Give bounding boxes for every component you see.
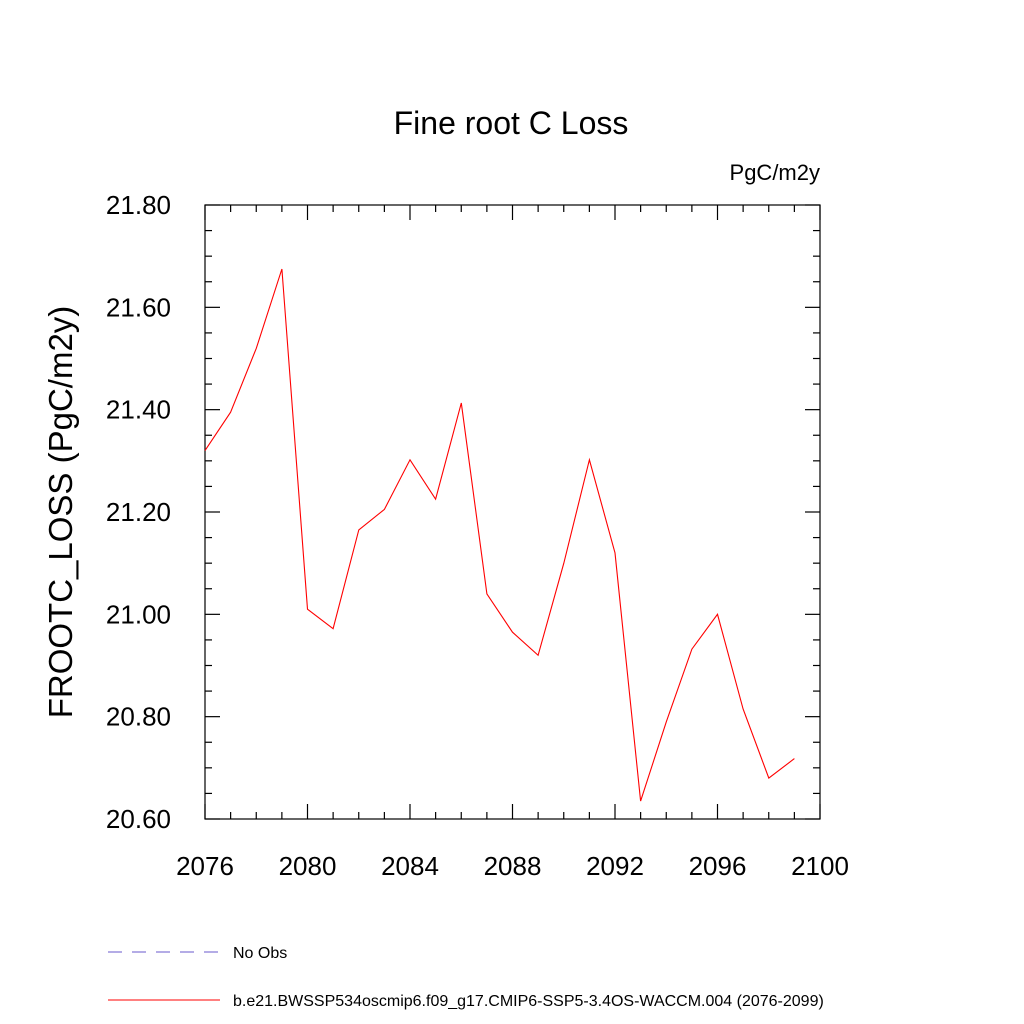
y-tick-label: 21.60 [106,292,171,322]
legend: No Obs b.e21.BWSSP534oscmip6.f09_g17.CMIP… [108,945,824,1010]
x-tick-label: 2084 [381,851,439,881]
y-tick-label: 21.20 [106,497,171,527]
y-tick-label: 21.40 [106,395,171,425]
y-tick-label: 21.00 [106,599,171,629]
chart-title: Fine root C Loss [394,105,629,141]
unit-label: PgC/m2y [730,160,820,185]
major-ticks [204,204,821,820]
plot-area: 2076 2080 2084 2088 2092 2096 2100 20.6020.802… [106,190,849,881]
x-tick-label: 2092 [586,851,644,881]
plot-frame [204,204,821,820]
x-tick-label: 2088 [484,851,542,881]
x-tick-label: 2080 [279,851,337,881]
y-tick-label: 21.80 [106,190,171,220]
legend-label: No Obs [233,945,287,962]
minor-ticks [205,205,820,819]
x-tick-label: 2096 [689,851,747,881]
y-axis-label: FROOTC_LOSS (PgC/m2y) [42,306,79,719]
x-tick-label: 2100 [791,851,849,881]
series-lines [204,268,795,802]
y-tick-labels: 20.60 20.80 21.00 21.20 21.40 21.60 21.80 [106,190,171,834]
y-tick-label: 20.60 [106,804,171,834]
legend-label: b.e21.BWSSP534oscmip6.f09_g17.CMIP6-SSP5… [233,993,824,1010]
x-tick-labels: 2076 2080 2084 2088 2092 2096 2100 [176,851,849,881]
y-tick-label: 20.80 [106,702,171,732]
series-line [204,268,795,802]
x-tick-label: 2076 [176,851,234,881]
